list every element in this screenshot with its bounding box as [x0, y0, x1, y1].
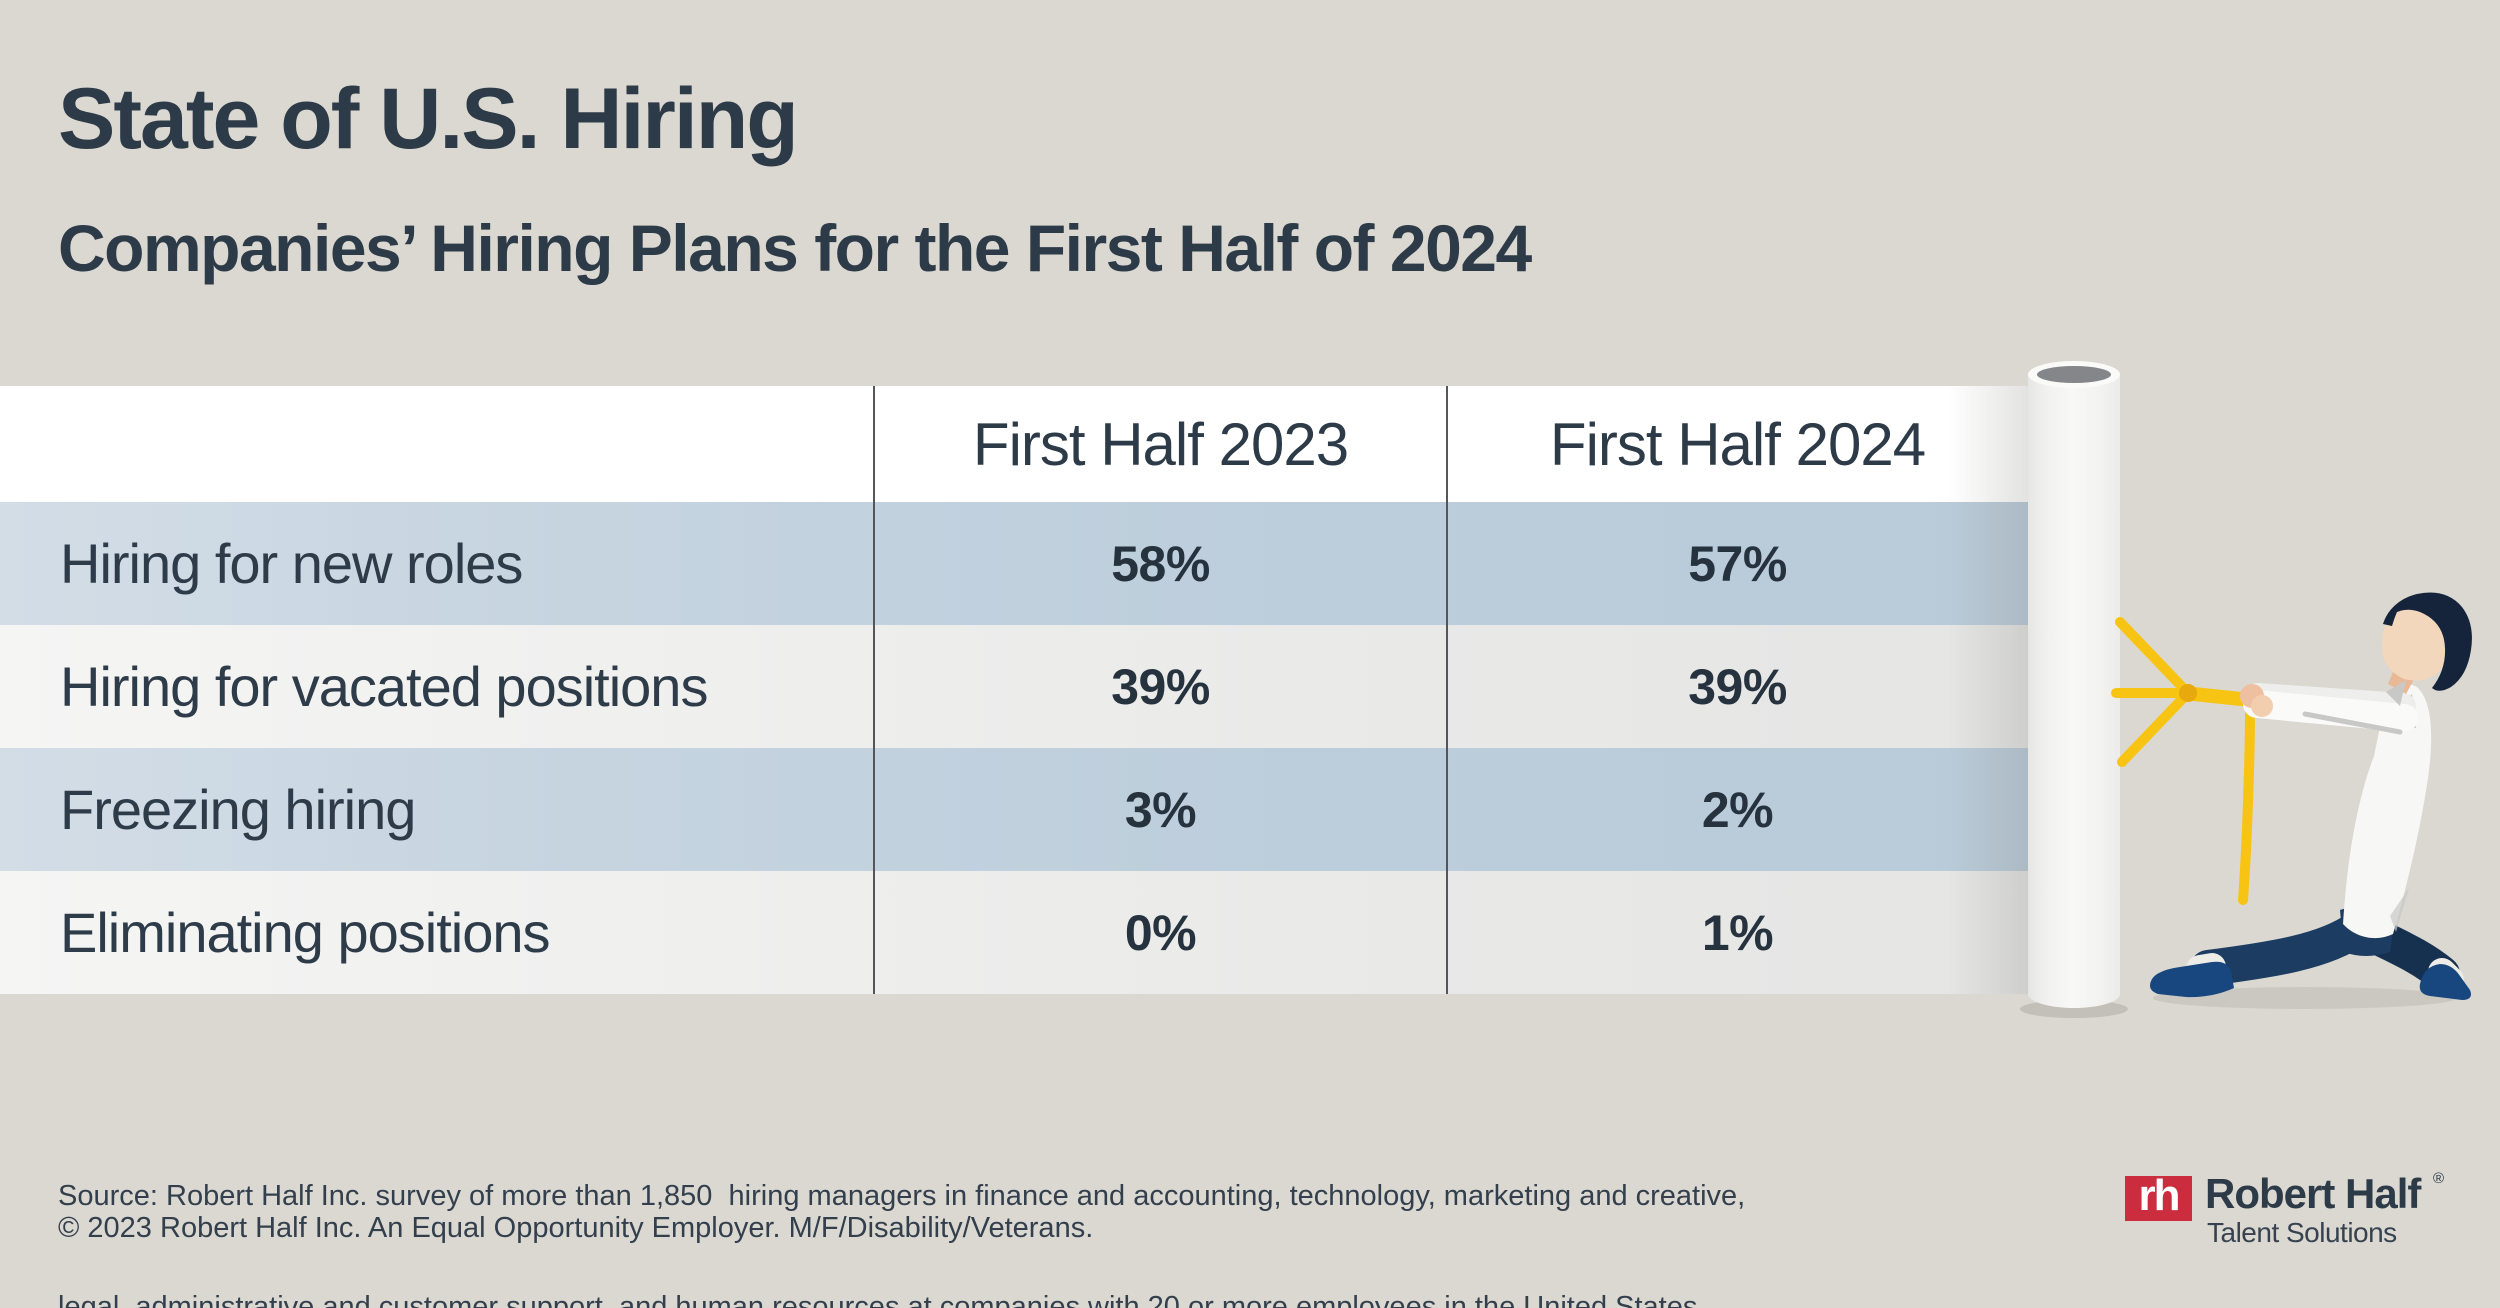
row-label: Eliminating positions	[60, 901, 550, 964]
page-title: State of U.S. Hiring	[58, 71, 799, 167]
arm-seam-shading	[2302, 711, 2403, 735]
column-divider-1	[873, 386, 875, 994]
row-value-2024: 2%	[1701, 781, 1774, 838]
rh-logo-mark: rh	[2125, 1174, 2192, 1221]
page-subtitle: Companies’ Hiring Plans for the First Ha…	[58, 211, 1532, 285]
hair-fringe	[2383, 600, 2403, 626]
table-header-row: First Half 2023 First Half 2024	[0, 386, 2028, 502]
table-row: Hiring for new roles 58% 57%	[0, 502, 2028, 625]
person-pulling-roll-illustration	[2111, 592, 2472, 1009]
row-value-2023: 0%	[1124, 904, 1197, 961]
yellow-ropes	[2111, 617, 2267, 905]
row-label: Hiring for new roles	[60, 532, 523, 595]
column-header-first-half-2024: First Half 2024	[1549, 410, 1926, 478]
source-line-2: legal, administrative and customer suppo…	[58, 1291, 1706, 1308]
column-divider-2	[1446, 386, 1448, 994]
hair	[2383, 592, 2472, 691]
table-row: Freezing hiring 3% 2%	[0, 748, 2028, 871]
source-line-1: Source: Robert Half Inc. survey of more …	[58, 1180, 1746, 1212]
front-leg	[2190, 910, 2376, 986]
back-shoe	[2419, 964, 2471, 1000]
row-label: Freezing hiring	[60, 778, 416, 841]
hiring-plans-table: First Half 2023 First Half 2024 Hiring f…	[0, 386, 2028, 994]
column-header-first-half-2023: First Half 2023	[972, 410, 1349, 478]
front-shoe	[2150, 961, 2234, 998]
ground-shadow	[2153, 987, 2457, 1009]
row-value-2023: 58%	[1111, 535, 1210, 592]
logo-wordmark: Robert Half	[2205, 1170, 2421, 1217]
front-arm	[2243, 690, 2418, 732]
shirt-shading-lower	[2390, 888, 2409, 932]
table-row: Hiring for vacated positions 39% 39%	[0, 625, 2028, 748]
cylinder-top-hole	[2037, 366, 2111, 383]
row-value-2024: 57%	[1688, 535, 1787, 592]
row-value-2023: 3%	[1124, 781, 1197, 838]
row-value-2024: 39%	[1688, 658, 1787, 715]
hanging-rope	[2238, 701, 2255, 905]
copyright-note: © 2023 Robert Half Inc. An Equal Opportu…	[58, 1212, 1094, 1244]
row-label: Hiring for vacated positions	[60, 655, 708, 718]
row-value-2023: 39%	[1111, 658, 1210, 715]
person	[2150, 592, 2472, 1000]
rolled-chart-cylinder	[2028, 374, 2120, 1008]
rope-knot	[2179, 684, 2197, 702]
hand	[2251, 695, 2273, 717]
cylinder-cast-shadow	[1948, 386, 2028, 994]
registered-trademark-symbol: ®	[2433, 1170, 2445, 1187]
source-note: Source: Robert Half Inc. survey of more …	[58, 1104, 1745, 1308]
shirt-torso	[2343, 684, 2432, 939]
face	[2381, 605, 2450, 681]
row-value-2024: 1%	[1701, 904, 1774, 961]
table-row: Eliminating positions 0% 1%	[0, 871, 2028, 994]
logo-division-label: Talent Solutions	[2207, 1217, 2397, 1248]
collar-shading	[2386, 680, 2406, 706]
